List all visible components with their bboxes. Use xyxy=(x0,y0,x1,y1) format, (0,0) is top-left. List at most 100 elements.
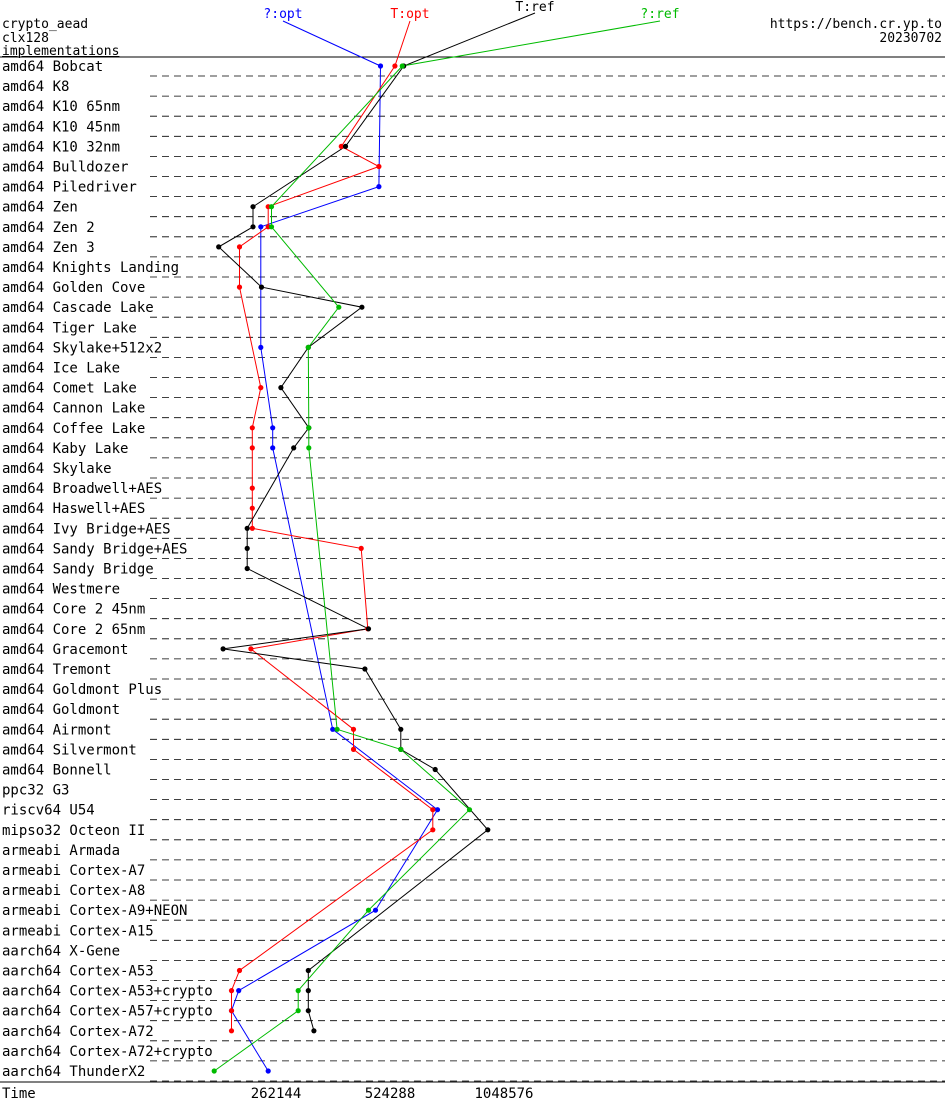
x-tick-label: 524288 xyxy=(365,1086,416,1102)
series-line xyxy=(230,20,439,1072)
header-left-line-2: clx128 xyxy=(2,31,49,46)
data-point xyxy=(268,204,275,210)
series-line xyxy=(231,20,434,1031)
row-label: amd64 Sandy Bridge+AES xyxy=(2,541,187,557)
row-label: amd64 Cascade Lake xyxy=(2,300,154,316)
data-point xyxy=(228,1008,235,1014)
data-point xyxy=(359,304,365,310)
row-label: amd64 K8 xyxy=(2,79,69,95)
row-label: armeabi Armada xyxy=(2,843,120,859)
row-label: amd64 Goldmont xyxy=(2,702,120,718)
x-axis: Time 262144 524288 1048576 xyxy=(2,1086,534,1102)
row-label: amd64 Bonnell xyxy=(2,763,112,779)
data-point xyxy=(265,1068,271,1074)
row-label: ppc32 G3 xyxy=(2,783,69,799)
data-point xyxy=(228,1028,235,1034)
row-label: armeabi Cortex-A8 xyxy=(2,883,145,899)
data-point xyxy=(336,304,342,310)
data-point xyxy=(250,204,256,210)
row-label: amd64 Airmont xyxy=(2,722,112,738)
row-label: riscv64 U54 xyxy=(2,803,95,819)
data-point xyxy=(392,63,398,69)
category-rows: amd64 Bobcat amd64 K8 amd64 K10 65nm amd64 … xyxy=(2,59,945,1082)
data-point xyxy=(430,807,436,813)
row-label: aarch64 Cortex-A57+crypto xyxy=(2,1004,213,1020)
x-tick-label: 262144 xyxy=(251,1086,302,1102)
data-point xyxy=(258,385,264,391)
data-point xyxy=(350,746,357,753)
row-label: aarch64 Cortex-A53+crypto xyxy=(2,984,213,1000)
data-point xyxy=(258,344,264,350)
data-point xyxy=(432,766,438,773)
data-point xyxy=(295,988,301,994)
row-label: amd64 Bulldozer xyxy=(2,160,128,176)
row-label: amd64 Comet Lake xyxy=(2,381,137,397)
row-label: amd64 Zen xyxy=(2,200,78,216)
legend-label: T:ref xyxy=(515,0,554,15)
header-left: crypto_aead clx128 implementations xyxy=(2,17,119,59)
data-point xyxy=(236,284,243,290)
legend-label: T:opt xyxy=(390,7,429,22)
x-tick-label: 1048576 xyxy=(474,1086,533,1102)
row-label: armeabi Cortex-A7 xyxy=(2,863,145,879)
row-label: amd64 Bobcat xyxy=(2,59,103,75)
row-label: amd64 Coffee Lake xyxy=(2,421,145,437)
data-point xyxy=(244,565,250,572)
data-point xyxy=(377,63,384,69)
data-point xyxy=(249,485,255,491)
data-point xyxy=(249,445,255,451)
row-label: amd64 K10 32nm xyxy=(2,139,120,155)
data-point xyxy=(434,807,441,813)
row-label: amd64 Golden Cove xyxy=(2,280,145,296)
data-point xyxy=(305,344,311,350)
header-url[interactable]: https://bench.cr.yp.to xyxy=(770,17,942,32)
row-label: amd64 Broadwell+AES xyxy=(2,481,162,497)
data-point xyxy=(372,907,379,913)
series-lines xyxy=(213,12,661,1072)
data-point xyxy=(365,907,372,913)
data-point xyxy=(306,445,312,451)
legend: ?:opt T:opt T:ref ?:ref xyxy=(263,0,679,22)
data-point xyxy=(466,807,473,813)
data-point xyxy=(305,1008,311,1014)
data-point xyxy=(291,445,297,451)
row-label: amd64 K10 65nm xyxy=(2,99,120,115)
row-label: amd64 Goldmont Plus xyxy=(2,682,162,698)
data-point xyxy=(305,967,311,974)
data-point xyxy=(365,626,372,632)
data-point xyxy=(295,1008,301,1014)
data-point xyxy=(305,988,311,994)
row-label: amd64 Ivy Bridge+AES xyxy=(2,521,171,537)
row-label: amd64 Westmere xyxy=(2,582,120,598)
header-left-line-1: crypto_aead xyxy=(2,17,88,32)
data-point xyxy=(311,1028,317,1034)
row-label: aarch64 Cortex-A72 xyxy=(2,1024,154,1040)
data-point xyxy=(220,646,226,652)
data-point xyxy=(485,827,491,833)
data-point xyxy=(342,143,349,149)
row-label: amd64 K10 45nm xyxy=(2,119,120,135)
data-point xyxy=(338,143,344,149)
data-point xyxy=(306,425,312,431)
row-label: amd64 Skylake xyxy=(2,461,112,477)
data-point xyxy=(399,63,405,69)
data-point xyxy=(398,726,404,732)
row-label: amd64 Sandy Bridge xyxy=(2,562,154,578)
row-label: amd64 Kaby Lake xyxy=(2,441,128,457)
data-point xyxy=(244,545,250,552)
data-point xyxy=(249,425,255,431)
data-point xyxy=(376,184,382,190)
data-point xyxy=(236,988,242,994)
data-point xyxy=(249,505,255,511)
data-point xyxy=(268,224,275,230)
data-point xyxy=(236,244,243,250)
data-point xyxy=(270,445,276,451)
data-point xyxy=(211,1068,217,1074)
header-left-line-3[interactable]: implementations xyxy=(2,44,119,59)
row-label: amd64 Tiger Lake xyxy=(2,320,137,336)
series-points xyxy=(211,63,491,1074)
row-label: aarch64 Cortex-A72+crypto xyxy=(2,1044,213,1060)
row-label: amd64 Core 2 45nm xyxy=(2,602,145,618)
row-label: amd64 Zen 3 xyxy=(2,240,95,256)
